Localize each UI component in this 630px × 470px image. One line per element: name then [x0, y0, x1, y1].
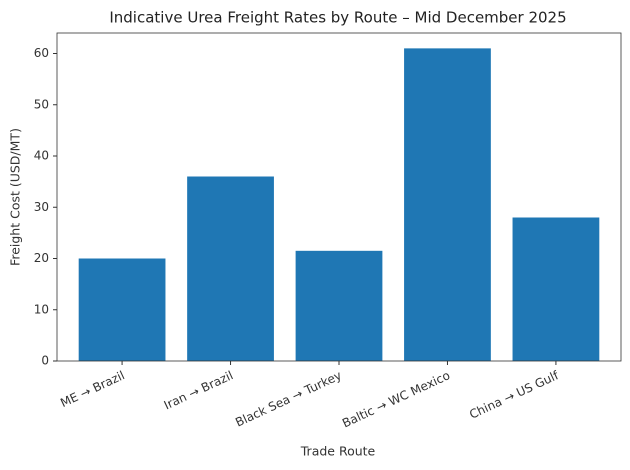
bar [295, 250, 383, 361]
y-tick-label: 30 [34, 200, 49, 214]
x-tick-label: ME → Brazil [58, 368, 127, 410]
y-tick-label: 60 [34, 46, 49, 60]
y-tick-label: 50 [34, 97, 49, 111]
x-tick-label: Iran → Brazil [162, 368, 236, 412]
x-tick-label: China → US Gulf [467, 368, 561, 422]
chart-title: Indicative Urea Freight Rates by Route –… [109, 9, 566, 27]
bar [78, 258, 166, 361]
plot-frame [56, 32, 622, 362]
x-tick-label: Black Sea → Turkey [233, 368, 343, 429]
x-axis-label: Trade Route [300, 444, 376, 459]
y-axis-label: Freight Cost (USD/MT) [8, 128, 23, 266]
x-tick-label: Baltic → WC Mexico [340, 368, 452, 430]
bar [187, 176, 274, 361]
y-tick-label: 20 [34, 251, 49, 265]
bar [512, 217, 600, 361]
bar [404, 48, 491, 361]
y-tick-label: 40 [34, 149, 49, 163]
y-tick-label: 10 [34, 302, 49, 316]
y-tick-label: 0 [41, 354, 49, 368]
